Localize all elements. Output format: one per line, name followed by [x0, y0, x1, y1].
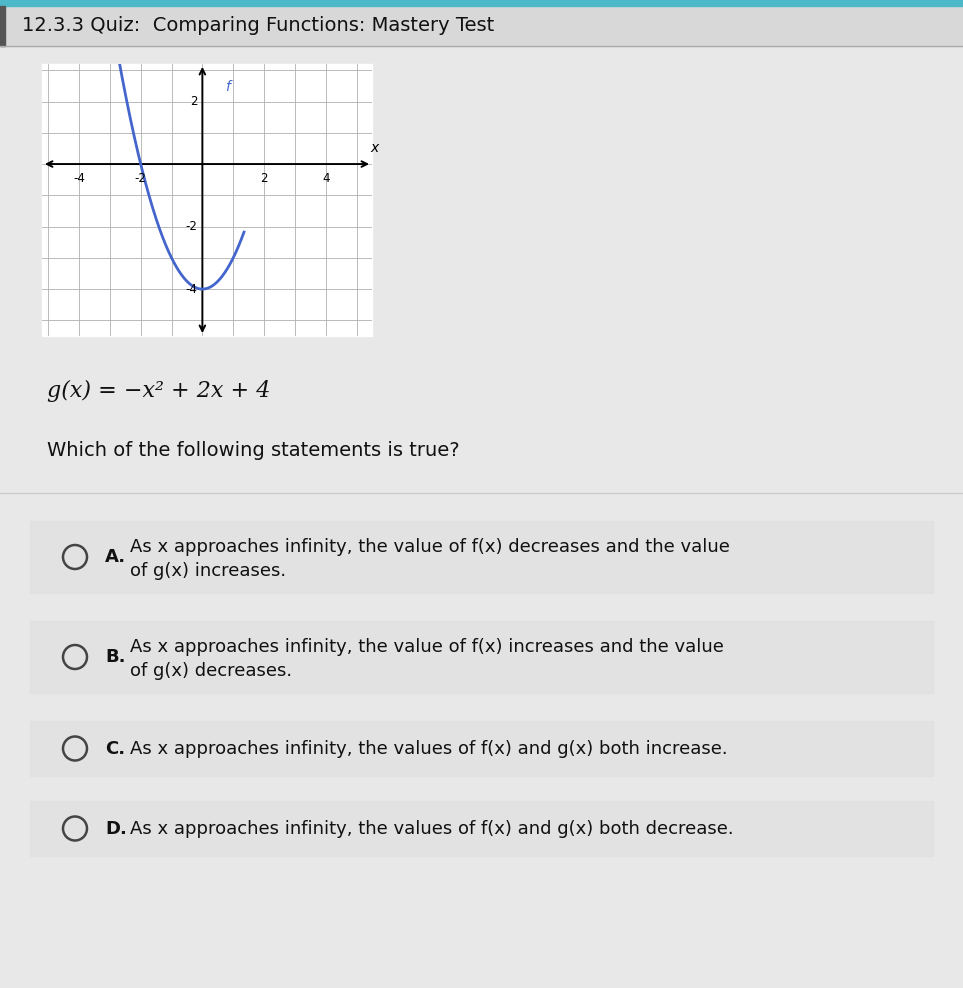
Text: of g(x) decreases.: of g(x) decreases. — [130, 662, 292, 680]
Bar — [30, 801, 933, 856]
Text: C.: C. — [105, 739, 125, 758]
Text: As x approaches infinity, the value of f(x) decreases and the value: As x approaches infinity, the value of f… — [130, 538, 730, 556]
Text: f: f — [225, 80, 230, 94]
Text: 2: 2 — [260, 172, 268, 185]
Text: -2: -2 — [135, 172, 146, 185]
Bar — [30, 721, 933, 776]
Text: -4: -4 — [73, 172, 85, 185]
Bar — [30, 521, 933, 593]
Bar — [30, 621, 933, 693]
Text: As x approaches infinity, the value of f(x) increases and the value: As x approaches infinity, the value of f… — [130, 638, 724, 656]
Text: 12.3.3 Quiz:  Comparing Functions: Mastery Test: 12.3.3 Quiz: Comparing Functions: Master… — [22, 17, 494, 36]
Text: -4: -4 — [186, 283, 197, 295]
Text: x: x — [371, 140, 378, 155]
Text: 4: 4 — [322, 172, 329, 185]
Bar — [0, 6, 963, 46]
Text: g(x) = −x² + 2x + 4: g(x) = −x² + 2x + 4 — [47, 380, 271, 402]
Bar — [42, 64, 372, 336]
Text: As x approaches infinity, the values of f(x) and g(x) both decrease.: As x approaches infinity, the values of … — [130, 819, 734, 838]
Text: A.: A. — [105, 548, 126, 566]
Text: -2: -2 — [186, 220, 197, 233]
Text: Which of the following statements is true?: Which of the following statements is tru… — [47, 442, 459, 460]
Bar — [0, 6, 5, 46]
Text: As x approaches infinity, the values of f(x) and g(x) both increase.: As x approaches infinity, the values of … — [130, 739, 728, 758]
Text: B.: B. — [105, 648, 125, 666]
Text: 2: 2 — [191, 95, 197, 108]
Text: of g(x) increases.: of g(x) increases. — [130, 562, 286, 580]
Text: D.: D. — [105, 819, 127, 838]
Bar — [0, 0, 963, 6]
